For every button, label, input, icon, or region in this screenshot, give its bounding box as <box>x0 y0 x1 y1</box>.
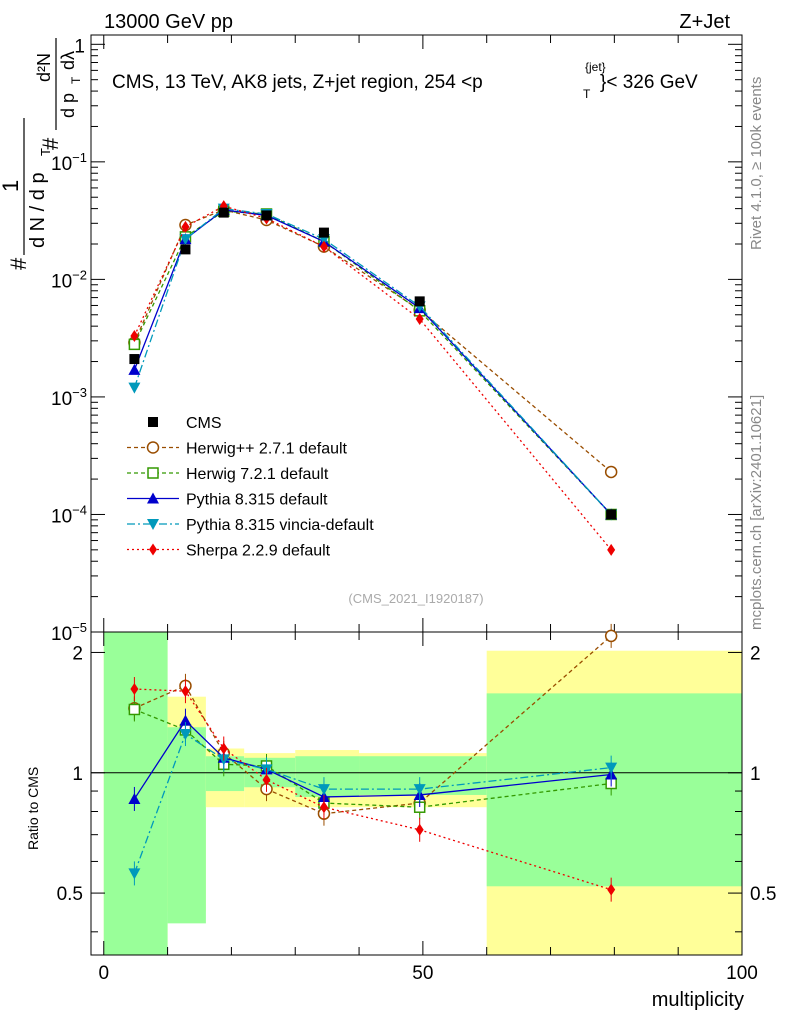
y-tick-label: 1 <box>74 36 85 57</box>
data-point <box>129 354 140 365</box>
ratio-point <box>128 868 141 880</box>
series-point <box>130 329 139 342</box>
ratio-band-green <box>486 693 742 887</box>
ratio-point <box>317 784 330 796</box>
main-panel: 1 10−1 10−2 10−3 10−4 10−5 <box>51 34 743 645</box>
data-point <box>318 227 329 238</box>
series-point <box>415 313 424 326</box>
ratio-tick-label: 0.5 <box>57 884 83 905</box>
ratio-point <box>181 685 190 698</box>
legend-marker <box>147 467 159 479</box>
legend-label: Pythia 8.315 default <box>186 492 328 509</box>
header-energy: 13000 GeV pp <box>104 11 233 33</box>
title-end: }< 326 GeV <box>600 72 698 93</box>
series-point <box>128 363 141 375</box>
ratio-point <box>219 742 228 755</box>
data-point <box>414 296 425 307</box>
ratio-point <box>319 801 328 814</box>
ylabel-hash-2: # <box>38 137 63 150</box>
title-sub: T <box>583 87 591 101</box>
ylabel-lambda: dλ <box>58 51 78 70</box>
legend-marker <box>149 543 157 556</box>
y-tick-label: 10−1 <box>51 150 87 175</box>
rivet-version-label: Rivet 4.1.0, ≥ 100k events <box>748 77 765 250</box>
series-line <box>133 209 612 473</box>
legend-marker <box>147 519 159 530</box>
series-point <box>128 382 141 394</box>
ratio-band-green <box>167 727 206 924</box>
ratio-panel: 0 50 100 0.5 0.5 1 1 2 2 <box>57 623 776 984</box>
series-point <box>179 234 192 246</box>
mcplots-label: mcplots.cern.ch [arXiv:2401.10621] <box>748 395 765 630</box>
y-tick-label: 10−4 <box>51 502 87 527</box>
x-tick-label: 50 <box>412 963 433 984</box>
ratio-point <box>262 773 271 786</box>
ratio-point <box>128 703 141 716</box>
y-tick-label: 10−3 <box>51 385 87 410</box>
ratio-point <box>179 729 192 741</box>
ylabel-dpt: d p <box>58 93 78 118</box>
data-point <box>218 207 229 218</box>
ratio-tick-label: 1 <box>72 764 83 785</box>
legend-marker <box>147 492 159 504</box>
series-point <box>181 220 190 233</box>
x-tick-label: 0 <box>98 963 109 984</box>
ratio-band-green <box>103 632 168 955</box>
y-tick-label: 10−5 <box>51 620 87 645</box>
ratio-tick-label-right: 1 <box>750 764 761 785</box>
ratio-ylabel: Ratio to CMS <box>25 767 41 850</box>
ratio-point <box>415 823 424 836</box>
legend-label: Sherpa 2.2.9 default <box>186 543 331 560</box>
data-point <box>180 244 191 255</box>
series-point <box>607 543 616 556</box>
series-point <box>604 465 618 479</box>
plot-title: CMS, 13 TeV, AK8 jets, Z+jet region, 254… <box>112 60 698 101</box>
legend-label: Herwig 7.2.1 default <box>186 466 329 483</box>
legend: CMS Herwig++ 2.7.1 default Herwig 7.2.1 de… <box>127 415 374 560</box>
ratio-point <box>413 784 426 796</box>
ratio-point <box>130 683 139 696</box>
ratio-point <box>179 714 192 726</box>
ylabel-t-1: T <box>38 148 53 156</box>
y-tick-label: 10−2 <box>51 267 87 292</box>
series-point <box>319 240 328 253</box>
y-axis-label: # 1 d N / d p T # d²N d p T dλ <box>0 38 83 270</box>
title-sup: {jet} <box>585 60 606 74</box>
ratio-frame <box>90 631 743 956</box>
ylabel-t-2: T <box>69 76 83 84</box>
ylabel-hash-1: # <box>6 257 31 270</box>
legend-marker <box>146 441 160 454</box>
legend-label: Pythia 8.315 vincia-default <box>186 517 374 534</box>
x-axis-label: multiplicity <box>652 989 744 1011</box>
data-point <box>606 509 617 520</box>
legend-label: Herwig++ 2.7.1 default <box>186 441 348 458</box>
ratio-band-green <box>295 756 360 797</box>
x-tick-label: 100 <box>726 963 758 984</box>
ylabel-one: 1 <box>0 180 23 192</box>
analysis-id: (CMS_2021_I1920187) <box>348 591 483 606</box>
ylabel-dn-dpt: d N / d p <box>27 172 49 248</box>
title-main: CMS, 13 TeV, AK8 jets, Z+jet region, 254… <box>112 72 483 93</box>
ratio-point <box>607 883 616 896</box>
ylabel-d2n: d²N <box>34 53 54 82</box>
header-process: Z+Jet <box>679 11 730 33</box>
ratio-point <box>605 762 618 774</box>
legend-label: CMS <box>186 415 222 432</box>
ratio-tick-label-right: 2 <box>750 643 761 664</box>
ratio-tick-label: 2 <box>72 643 83 664</box>
legend-marker <box>148 417 158 427</box>
data-point <box>261 210 272 221</box>
ratio-tick-label-right: 0.5 <box>750 884 776 905</box>
ratio-point <box>604 629 618 643</box>
ratio-point <box>128 792 141 804</box>
